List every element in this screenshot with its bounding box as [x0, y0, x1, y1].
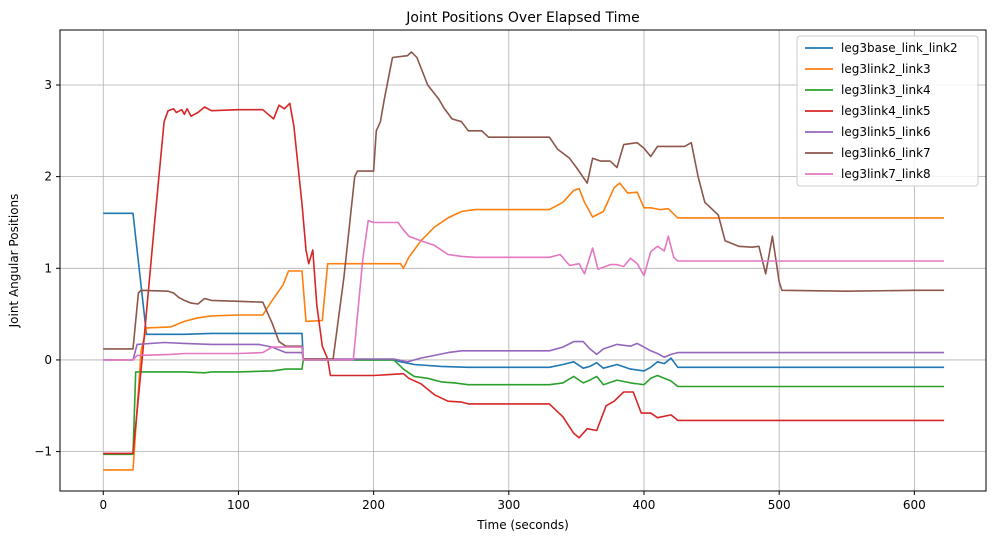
y-axis-label: Joint Angular Positions [7, 194, 21, 329]
x-tick-label: 0 [99, 498, 107, 512]
legend-box [796, 35, 979, 187]
y-tick-label: 1 [44, 261, 52, 275]
x-tick-label: 400 [633, 498, 656, 512]
y-tick-label: 2 [44, 170, 52, 184]
y-axis-ticks: −1 0 1 2 3 [34, 78, 60, 459]
x-tick-label: 100 [227, 498, 250, 512]
series-line-leg3link3_link4 [103, 359, 945, 456]
y-tick-label: 0 [44, 353, 52, 367]
chart-title: Joint Positions Over Elapsed Time [405, 10, 639, 26]
plot-frame [59, 29, 987, 492]
y-tick-label: 3 [44, 78, 52, 92]
legend: leg3base_link_link2 leg3link2_link3 leg3li… [796, 35, 979, 187]
x-axis-label: Time (seconds) [476, 518, 569, 532]
legend-label: leg3link5_link6 [841, 125, 931, 139]
x-tick-label: 200 [362, 498, 385, 512]
legend-label: leg3link7_link8 [841, 167, 931, 181]
series-layer [103, 51, 945, 471]
series-line-leg3link5_link6 [103, 340, 945, 363]
series-line-leg3link6_link7 [103, 51, 945, 360]
legend-label: leg3base_link_link2 [841, 41, 958, 55]
series-line-leg3link7_link8 [103, 219, 945, 361]
legend-label: leg3link3_link4 [841, 83, 931, 97]
series-line-leg3base_link_link2 [103, 212, 945, 372]
x-axis-ticks: 0 100 200 300 400 500 600 [99, 491, 926, 512]
legend-label: leg3link6_link7 [841, 146, 931, 160]
x-tick-label: 300 [497, 498, 520, 512]
y-tick-label: −1 [34, 445, 52, 459]
x-tick-label: 600 [903, 498, 926, 512]
legend-label: leg3link4_link5 [841, 104, 931, 118]
legend-label: leg3link2_link3 [841, 62, 931, 76]
x-tick-label: 500 [768, 498, 791, 512]
series-line-leg3link2_link3 [103, 182, 945, 471]
